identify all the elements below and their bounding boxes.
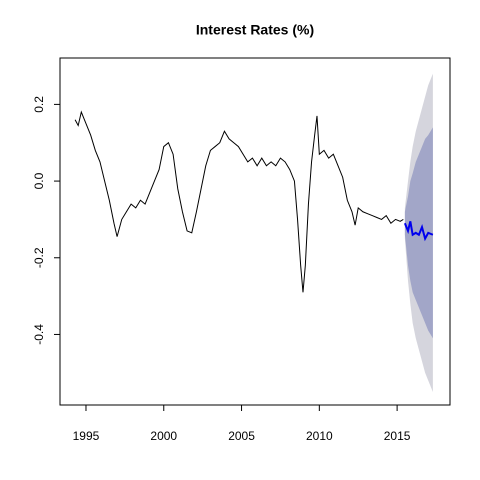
x-tick-label: 2015 [384, 429, 411, 443]
forecast-line [403, 221, 434, 242]
x-tick-label: 2010 [306, 429, 333, 443]
x-tick-label: 1995 [73, 429, 100, 443]
x-tick-label: 2000 [150, 429, 177, 443]
y-tick-label: 0.2 [32, 96, 46, 113]
chart-title: Interest Rates (%) [196, 22, 314, 38]
y-tick-label: 0.0 [32, 172, 46, 189]
y-tick-label: -0.4 [32, 324, 46, 345]
x-tick-label: 2005 [228, 429, 255, 443]
y-tick-label: -0.2 [32, 247, 46, 268]
data-line [74, 110, 404, 293]
